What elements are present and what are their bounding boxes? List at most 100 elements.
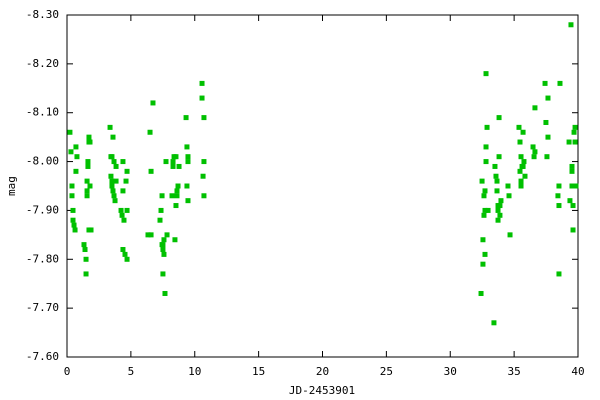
point (85, 163, 91, 169)
point (162, 290, 168, 296)
point (518, 178, 524, 184)
point (567, 198, 573, 204)
y-tick-label: -7.80 (26, 252, 59, 265)
point (73, 168, 79, 174)
point (484, 124, 490, 130)
point (572, 124, 578, 130)
y-tick-label: -7.90 (26, 203, 59, 216)
point (572, 139, 578, 145)
point (173, 203, 179, 209)
point (495, 217, 501, 223)
point (494, 178, 500, 184)
point (570, 227, 576, 233)
point (112, 198, 118, 204)
x-axis-label: JD-2453901 (289, 384, 355, 397)
point (172, 237, 178, 243)
point (498, 198, 504, 204)
point (120, 247, 126, 253)
point (556, 183, 562, 189)
point (84, 178, 90, 184)
point (480, 261, 486, 267)
point (163, 159, 169, 165)
point (120, 188, 126, 194)
point (107, 124, 113, 130)
point (124, 256, 130, 262)
point (518, 183, 524, 189)
point (148, 232, 154, 238)
x-tick-label: 5 (128, 365, 135, 378)
point (556, 271, 562, 277)
point (518, 154, 524, 160)
x-tick-label: 10 (188, 365, 201, 378)
point (122, 251, 128, 257)
point (67, 129, 73, 135)
point (544, 154, 550, 160)
point (516, 124, 522, 130)
point (483, 159, 489, 165)
point (520, 163, 526, 169)
point (145, 232, 151, 238)
point (555, 193, 561, 199)
point (481, 212, 487, 218)
point (482, 188, 488, 194)
point (83, 256, 89, 262)
point (573, 183, 579, 189)
point (532, 149, 538, 155)
x-tick-label: 0 (64, 365, 71, 378)
point (160, 242, 166, 248)
point (522, 173, 528, 179)
point (88, 227, 94, 233)
point (68, 149, 74, 155)
y-tick-label: -7.70 (26, 301, 59, 314)
point (496, 115, 502, 121)
point (160, 271, 166, 277)
point (569, 163, 575, 169)
point (69, 193, 75, 199)
point (73, 144, 79, 150)
point (87, 139, 93, 145)
point (493, 173, 499, 179)
point (517, 168, 523, 174)
point (176, 163, 182, 169)
point (566, 139, 572, 145)
point (545, 134, 551, 140)
point (482, 251, 488, 257)
point (86, 134, 92, 140)
point (85, 159, 91, 165)
point (159, 193, 165, 199)
point (113, 163, 119, 169)
point (531, 154, 537, 160)
point (158, 207, 164, 213)
point (113, 178, 119, 184)
point (497, 212, 503, 218)
point (200, 173, 206, 179)
point (74, 154, 80, 160)
point (506, 193, 512, 199)
point (185, 198, 191, 204)
point (174, 193, 180, 199)
point (82, 247, 88, 253)
point (124, 207, 130, 213)
point (70, 217, 76, 223)
point (199, 95, 205, 101)
y-tick-label: -8.10 (26, 106, 59, 119)
point (84, 193, 90, 199)
point (109, 183, 115, 189)
point (571, 129, 577, 135)
y-tick-label: -8.20 (26, 57, 59, 70)
point (147, 129, 153, 135)
point (556, 203, 562, 209)
point (570, 203, 576, 209)
point (72, 227, 78, 233)
point (157, 217, 163, 223)
point (170, 159, 176, 165)
y-axis-label: mag (5, 176, 18, 196)
point (160, 247, 166, 253)
point (485, 207, 491, 213)
point (542, 80, 548, 86)
point (482, 207, 488, 213)
point (557, 80, 563, 86)
point (497, 203, 503, 209)
point (108, 173, 114, 179)
